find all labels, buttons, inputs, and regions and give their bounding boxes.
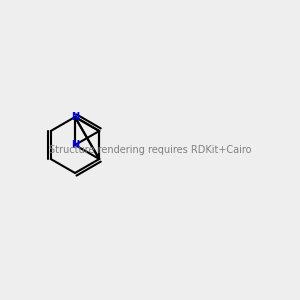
Text: N: N: [71, 112, 79, 122]
Text: N: N: [71, 140, 79, 150]
Text: Structure rendering requires RDKit+Cairo: Structure rendering requires RDKit+Cairo: [49, 145, 251, 155]
